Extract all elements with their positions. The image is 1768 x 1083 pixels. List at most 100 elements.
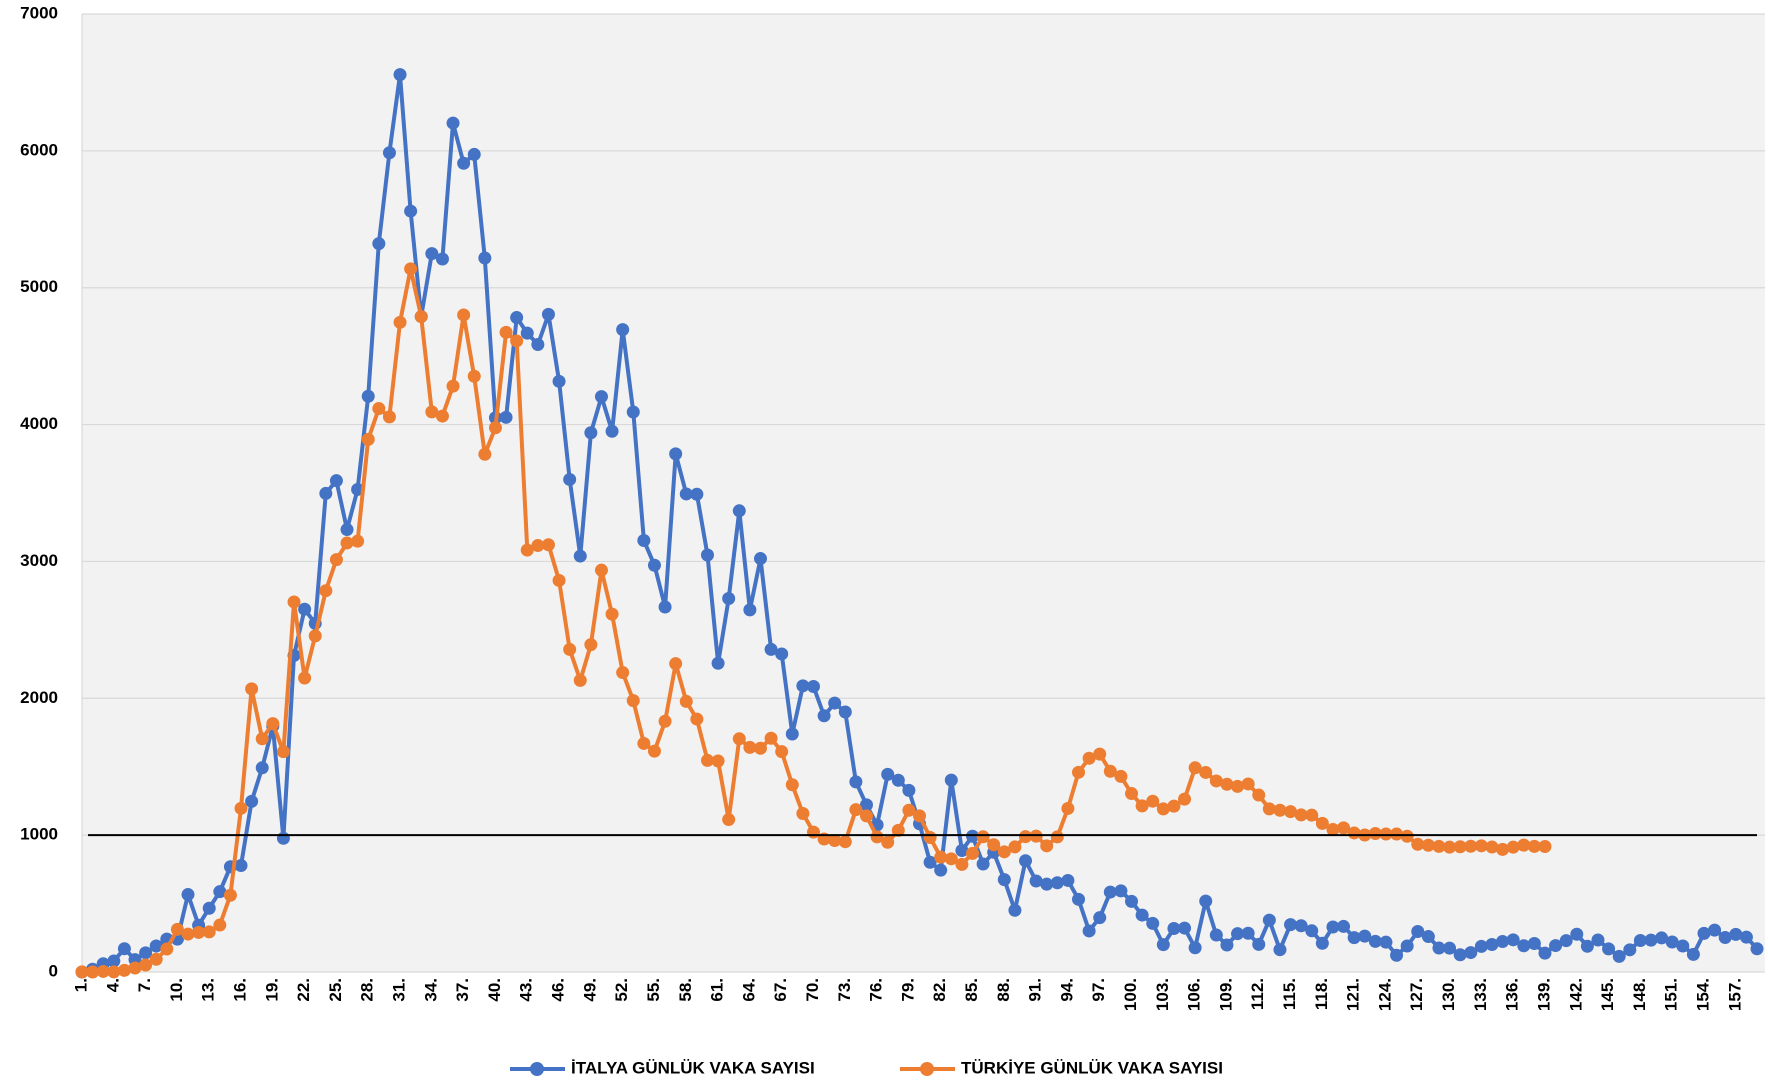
data-point xyxy=(1093,911,1107,925)
data-point xyxy=(849,803,863,817)
data-point xyxy=(1008,840,1022,854)
data-point xyxy=(753,741,767,755)
data-point xyxy=(976,830,990,844)
data-point xyxy=(1390,948,1404,962)
x-tick-label: 97. xyxy=(1089,978,1108,1002)
x-tick-label: 139. xyxy=(1534,978,1553,1011)
data-point xyxy=(1050,830,1064,844)
data-point xyxy=(329,553,343,567)
data-point xyxy=(1496,934,1510,948)
data-point xyxy=(1114,884,1128,898)
y-tick-label: 0 xyxy=(49,961,58,980)
data-point xyxy=(1315,816,1329,830)
y-tick-label: 6000 xyxy=(20,140,58,159)
x-tick-label: 1. xyxy=(71,978,90,992)
x-tick-label: 136. xyxy=(1503,978,1522,1011)
data-point xyxy=(1368,934,1382,948)
legend-label: İTALYA GÜNLÜK VAKA SAYISI xyxy=(571,1058,815,1077)
data-point xyxy=(202,901,216,915)
x-tick-label: 61. xyxy=(708,978,727,1002)
data-point xyxy=(1273,803,1287,817)
data-point xyxy=(1464,946,1478,960)
data-point xyxy=(276,831,290,845)
data-point xyxy=(1103,885,1117,899)
data-point xyxy=(1231,927,1245,941)
data-point xyxy=(1103,764,1117,778)
data-point xyxy=(1178,921,1192,935)
data-point xyxy=(404,204,418,218)
data-point xyxy=(1209,928,1223,942)
data-point xyxy=(181,888,195,902)
data-point xyxy=(584,638,598,652)
data-point xyxy=(859,798,873,812)
data-point xyxy=(891,773,905,787)
data-point xyxy=(1750,942,1764,956)
data-point xyxy=(1167,921,1181,935)
data-point xyxy=(1326,823,1340,837)
data-point xyxy=(976,857,990,871)
data-point xyxy=(1241,926,1255,940)
data-point xyxy=(647,744,661,758)
data-point xyxy=(1135,799,1149,813)
data-point xyxy=(1199,765,1213,779)
data-point xyxy=(1029,874,1043,888)
data-point xyxy=(520,543,534,557)
x-tick-label: 4. xyxy=(103,978,122,992)
data-point xyxy=(1549,939,1563,953)
data-point xyxy=(1082,751,1096,765)
data-point xyxy=(1411,837,1425,851)
data-point xyxy=(1231,779,1245,793)
data-point xyxy=(1284,918,1298,932)
x-tick-label: 25. xyxy=(326,978,345,1002)
data-point xyxy=(796,679,810,693)
data-point xyxy=(934,863,948,877)
x-tick-label: 106. xyxy=(1185,978,1204,1011)
data-point xyxy=(732,732,746,746)
data-point xyxy=(764,731,778,745)
data-point xyxy=(997,845,1011,859)
data-point xyxy=(1125,894,1139,908)
data-point xyxy=(1538,946,1552,960)
data-point xyxy=(1241,777,1255,791)
data-point xyxy=(700,753,714,767)
data-point xyxy=(245,794,259,808)
x-tick-label: 64. xyxy=(739,978,758,1002)
data-point xyxy=(404,262,418,276)
data-point xyxy=(192,925,206,939)
data-point xyxy=(753,552,767,566)
data-point xyxy=(1517,939,1531,953)
data-point xyxy=(149,939,163,953)
data-point xyxy=(340,523,354,537)
data-point xyxy=(510,311,524,325)
data-point xyxy=(531,539,545,553)
data-point xyxy=(531,338,545,352)
data-point xyxy=(838,835,852,849)
data-point xyxy=(743,603,757,617)
data-point xyxy=(541,538,555,552)
data-point xyxy=(245,682,259,696)
data-point xyxy=(1209,774,1223,788)
data-point xyxy=(563,642,577,656)
data-point xyxy=(743,740,757,754)
data-point xyxy=(966,846,980,860)
data-point xyxy=(340,536,354,550)
data-point xyxy=(806,680,820,694)
data-point xyxy=(966,829,980,843)
data-point xyxy=(902,783,916,797)
x-tick-label: 88. xyxy=(994,978,1013,1002)
data-point xyxy=(1443,840,1457,854)
data-point xyxy=(573,549,587,563)
data-point xyxy=(75,965,89,979)
data-point xyxy=(435,409,449,423)
data-point xyxy=(891,823,905,837)
data-point xyxy=(298,671,312,685)
data-point xyxy=(828,696,842,710)
data-point xyxy=(1188,761,1202,775)
data-point xyxy=(955,843,969,857)
y-tick-label: 7000 xyxy=(20,3,58,22)
x-tick-label: 85. xyxy=(962,978,981,1002)
data-point xyxy=(1612,949,1626,963)
data-point xyxy=(1368,827,1382,841)
data-point xyxy=(1072,892,1086,906)
data-point xyxy=(1061,873,1075,887)
